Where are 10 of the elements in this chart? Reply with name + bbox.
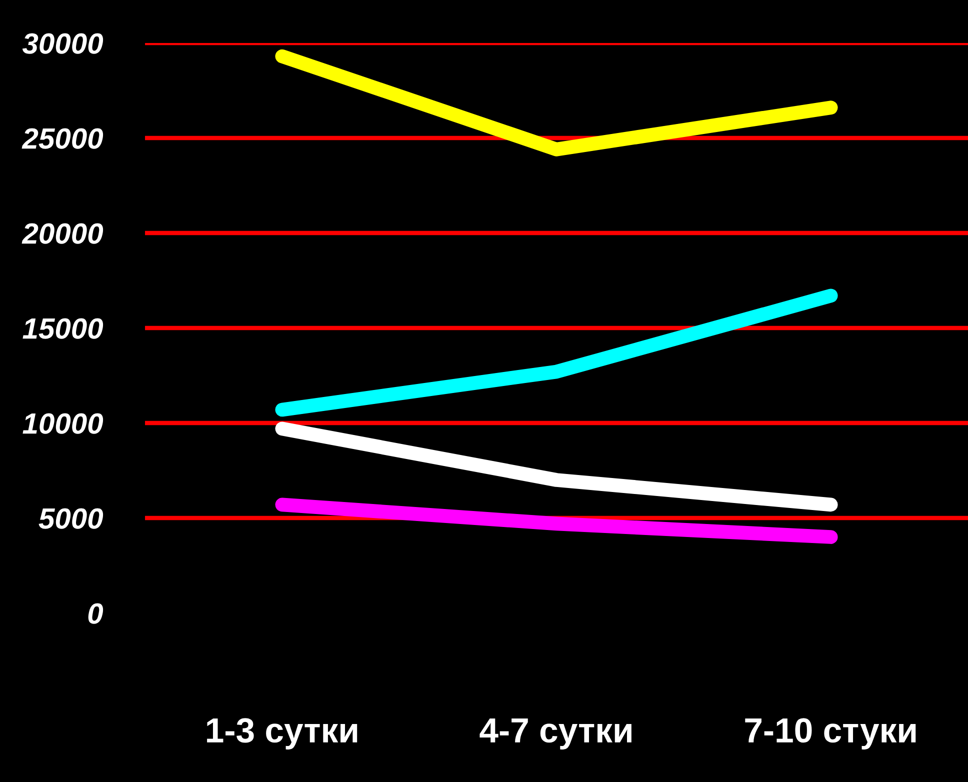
y-tick-label: 5000 <box>38 508 104 529</box>
y-tick-label: 0 <box>88 603 104 624</box>
x-tick-label: 1-3 сутки <box>207 718 358 750</box>
y-tick-label: 15000 <box>22 318 104 339</box>
x-tick-label: 7-10 стуки <box>745 718 916 750</box>
y-tick-label: 20000 <box>22 223 104 244</box>
y-tick-label: 25000 <box>22 128 104 149</box>
x-tick-label: 4-7 сутки <box>480 718 632 750</box>
y-tick-label: 10000 <box>22 413 104 434</box>
y-tick-label: 30000 <box>22 33 104 54</box>
